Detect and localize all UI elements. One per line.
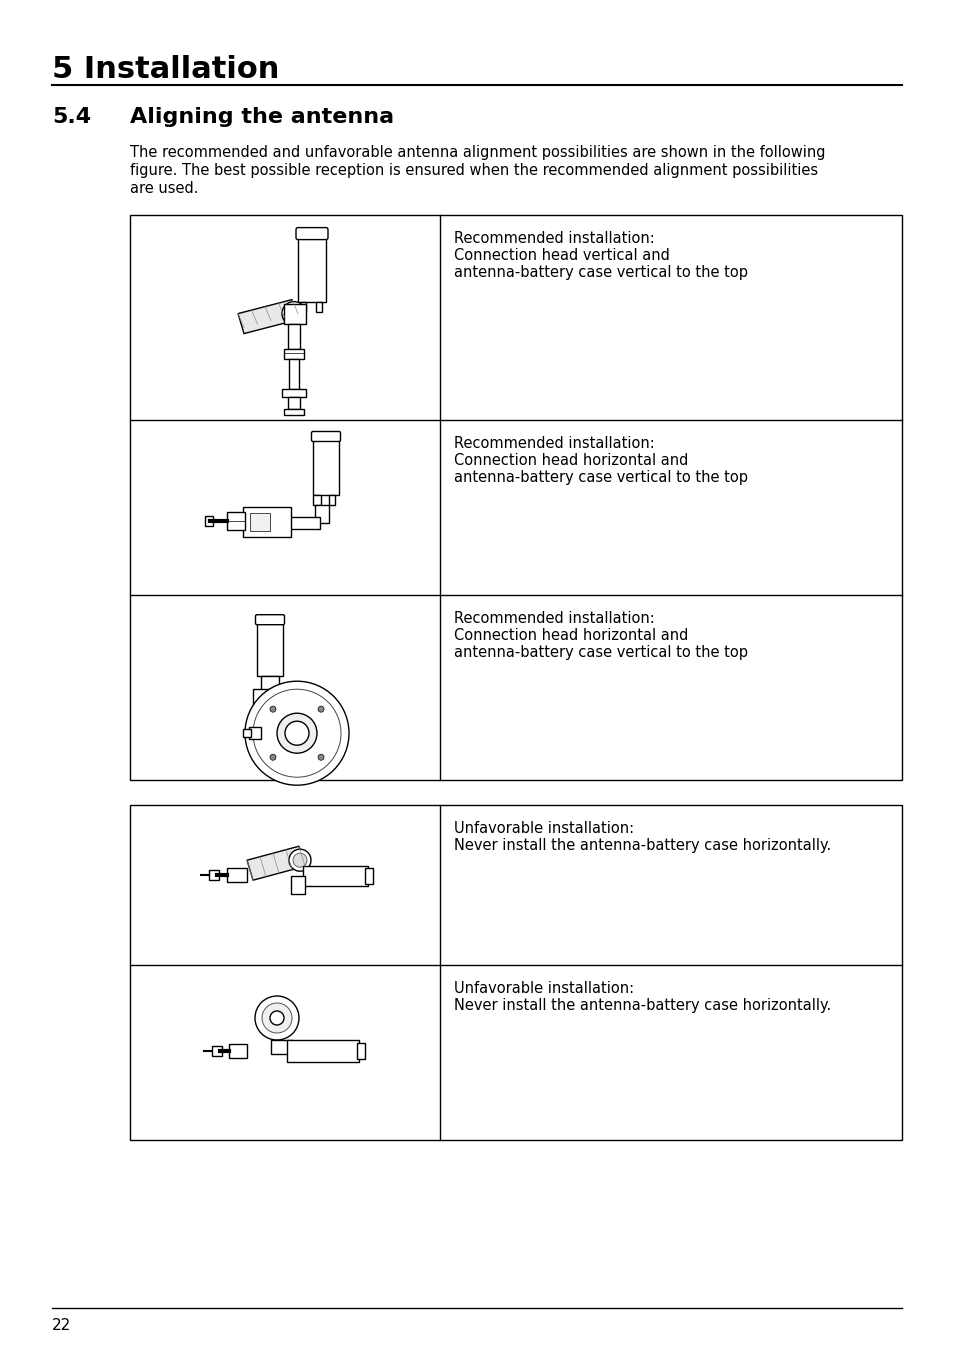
Bar [209,871,219,880]
Bar [130,215,901,780]
Bar [329,495,335,505]
Bar [249,728,261,740]
Text: The recommended and unfavorable antenna alignment possibilities are shown in the: The recommended and unfavorable antenna … [130,144,824,161]
Text: Never install the antenna-battery case horizontally.: Never install the antenna-battery case h… [454,998,830,1012]
Text: Unfavorable installation:: Unfavorable installation: [454,821,634,836]
Bar [303,867,368,886]
Text: Connection head vertical and: Connection head vertical and [454,248,669,263]
Text: Unfavorable installation:: Unfavorable installation: [454,981,634,996]
Bar [227,868,247,882]
Text: 5.4: 5.4 [52,107,91,127]
Circle shape [285,721,309,745]
Text: figure. The best possible reception is ensured when the recommended alignment po: figure. The best possible reception is e… [130,163,818,178]
FancyBboxPatch shape [255,614,284,625]
Circle shape [253,690,340,778]
Circle shape [245,682,349,786]
Bar [315,301,322,312]
Circle shape [289,849,311,871]
Bar [284,409,304,414]
Circle shape [317,755,324,760]
FancyBboxPatch shape [295,228,328,239]
Text: antenna-battery case vertical to the top: antenna-battery case vertical to the top [454,265,747,279]
Bar [227,512,245,531]
FancyBboxPatch shape [312,432,340,441]
Bar [271,1040,293,1054]
Bar [356,1044,365,1058]
Circle shape [262,1003,292,1033]
Circle shape [270,1011,284,1025]
Text: Recommended installation:: Recommended installation: [454,436,654,451]
Bar [288,324,299,348]
Bar [289,359,298,389]
Text: antenna-battery case vertical to the top: antenna-battery case vertical to the top [454,645,747,660]
Bar [299,301,306,312]
Circle shape [276,713,316,753]
Bar [297,230,326,301]
Circle shape [317,706,324,713]
Circle shape [293,853,307,867]
Bar [287,1040,358,1062]
Bar [365,868,373,884]
Bar [212,1046,222,1056]
Bar [314,505,329,522]
Circle shape [286,305,302,321]
Bar [205,516,213,526]
Text: Aligning the antenna: Aligning the antenna [130,107,394,127]
Text: 5 Installation: 5 Installation [52,55,279,84]
Bar [261,676,278,690]
Circle shape [270,755,275,760]
Bar [313,495,320,505]
Text: 22: 22 [52,1318,71,1332]
Bar [291,876,305,894]
Bar [253,690,271,705]
Bar [256,616,283,676]
Bar [284,304,306,324]
Bar [282,389,306,397]
Text: antenna-battery case vertical to the top: antenna-battery case vertical to the top [454,470,747,485]
Circle shape [254,996,298,1040]
Bar [288,397,299,409]
Text: Connection head horizontal and: Connection head horizontal and [454,628,688,643]
Bar [285,517,319,529]
Circle shape [270,706,275,713]
Bar [313,433,338,495]
Polygon shape [237,300,297,333]
Text: are used.: are used. [130,181,198,196]
Bar [229,1044,247,1058]
Bar [250,513,270,531]
Text: Recommended installation:: Recommended installation: [454,612,654,626]
Text: Connection head horizontal and: Connection head horizontal and [454,454,688,468]
Bar [243,508,291,537]
Bar [284,348,304,359]
Text: Recommended installation:: Recommended installation: [454,231,654,246]
Bar [243,729,251,737]
Text: Never install the antenna-battery case horizontally.: Never install the antenna-battery case h… [454,838,830,853]
Circle shape [282,301,306,325]
Polygon shape [247,846,305,880]
Bar [130,805,901,1139]
